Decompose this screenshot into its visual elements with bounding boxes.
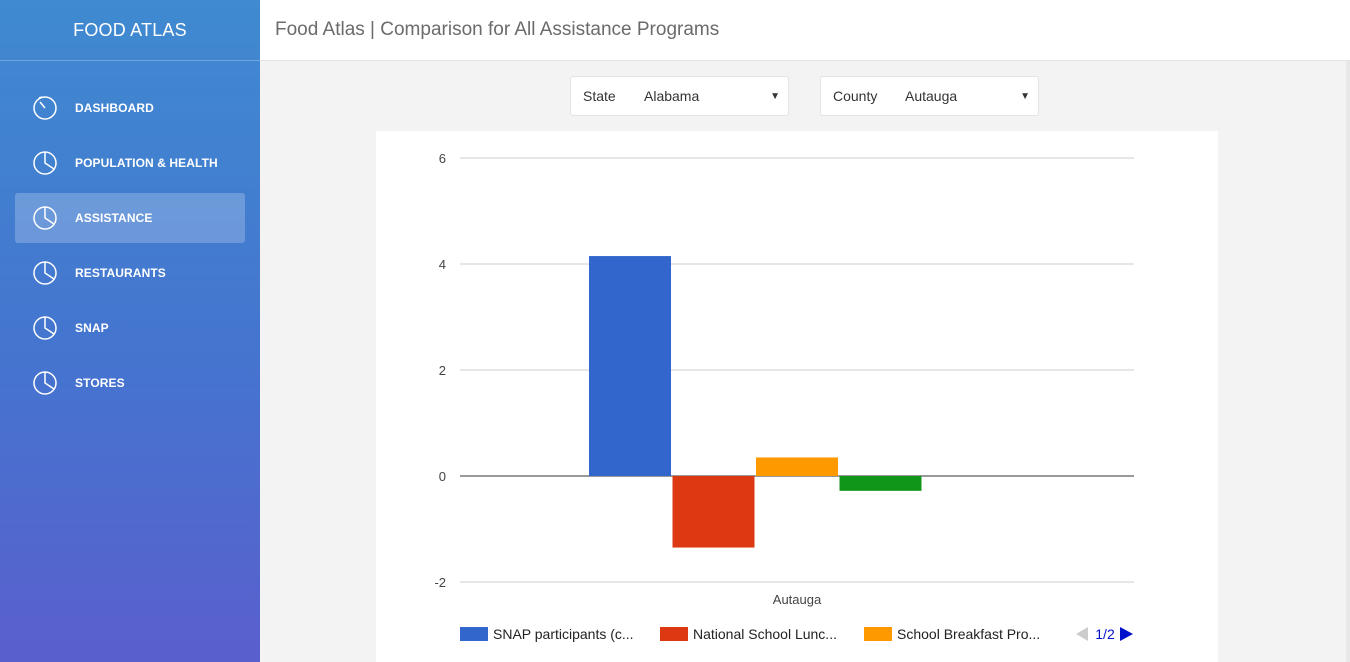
page-scrollbar[interactable] [1346, 61, 1350, 662]
legend-label: SNAP participants (c... [493, 626, 634, 642]
sidebar-item-label: DASHBOARD [75, 101, 154, 115]
x-category-label: Autauga [773, 592, 822, 607]
pie-chart-icon [31, 204, 59, 232]
y-tick-label: 0 [439, 469, 446, 484]
header-bar: Food Atlas | Comparison for All Assistan… [260, 0, 1350, 61]
page-title: Food Atlas | Comparison for All Assistan… [275, 19, 720, 40]
sidebar-item-assistance[interactable]: ASSISTANCE [15, 193, 245, 243]
y-tick-label: 2 [439, 363, 446, 378]
sidebar-item-stores[interactable]: STORES [15, 358, 245, 408]
y-tick-label: 6 [439, 151, 446, 166]
caret-down-icon: ▼ [1020, 90, 1030, 102]
y-tick-label: 4 [439, 257, 446, 272]
county-label: County [833, 88, 878, 104]
legend-prev-icon[interactable] [1076, 627, 1088, 641]
sidebar-item-snap[interactable]: SNAP [15, 303, 245, 353]
sidebar-item-restaurants[interactable]: RESTAURANTS [15, 248, 245, 298]
sidebar-item-label: STORES [75, 376, 125, 390]
dashboard-gauge-icon [31, 94, 59, 122]
county-select[interactable]: County Autauga ▼ [820, 76, 1039, 116]
legend-label: School Breakfast Pro... [897, 626, 1040, 642]
bar-2[interactable] [672, 476, 755, 548]
bar-1[interactable] [589, 256, 671, 476]
chart-card: 6 4 2 0 -2 Autauga SNAP participants (c... Nati… [376, 131, 1218, 662]
sidebar: FOOD ATLAS DASHBOARD POPULATION & HEALTH… [0, 0, 260, 662]
state-value: Alabama [644, 88, 700, 104]
legend-label: National School Lunc... [693, 626, 837, 642]
caret-down-icon: ▼ [770, 90, 780, 102]
legend-swatch [864, 627, 892, 641]
sidebar-item-label: RESTAURANTS [75, 266, 166, 280]
sidebar-item-population-health[interactable]: POPULATION & HEALTH [15, 138, 245, 188]
legend-page-indicator: 1/2 [1095, 626, 1115, 642]
legend-swatch [460, 627, 488, 641]
assistance-bar-chart: 6 4 2 0 -2 Autauga SNAP participants (c... Nati… [434, 151, 1134, 642]
brand-title[interactable]: FOOD ATLAS [0, 0, 260, 61]
county-value: Autauga [905, 88, 958, 104]
legend-next-icon[interactable] [1120, 627, 1133, 641]
pie-chart-icon [31, 314, 59, 342]
bar-3[interactable] [756, 457, 838, 476]
pie-chart-icon [31, 149, 59, 177]
sidebar-nav: DASHBOARD POPULATION & HEALTH ASSISTANCE… [0, 83, 260, 408]
legend-swatch [660, 627, 688, 641]
state-label: State [583, 88, 616, 104]
bar-4[interactable] [839, 476, 922, 491]
sidebar-item-dashboard[interactable]: DASHBOARD [15, 83, 245, 133]
pie-chart-icon [31, 259, 59, 287]
sidebar-item-label: SNAP [75, 321, 109, 335]
y-tick-label: -2 [434, 575, 446, 590]
state-select[interactable]: State Alabama ▼ [570, 76, 789, 116]
pie-chart-icon [31, 369, 59, 397]
sidebar-item-label: ASSISTANCE [75, 211, 153, 225]
sidebar-item-label: POPULATION & HEALTH [75, 156, 218, 170]
